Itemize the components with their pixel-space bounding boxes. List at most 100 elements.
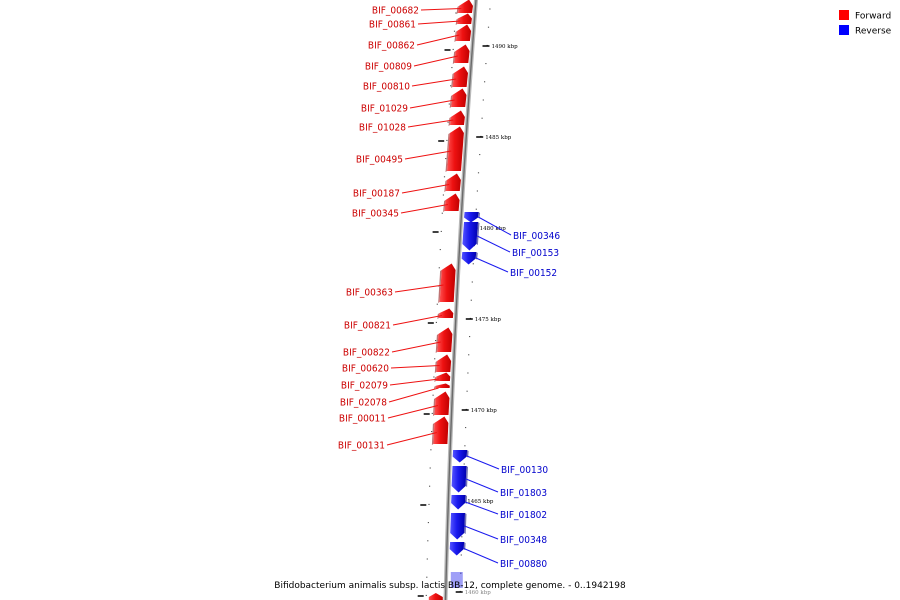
forward-gene-arrow: [435, 383, 450, 388]
forward-gene-leader: [394, 284, 444, 293]
tick-label: 1460 kbp: [465, 590, 492, 596]
forward-gene-leader: [390, 365, 440, 369]
tick-label: 1485 kbp: [485, 135, 512, 141]
forward-gene-label: BIF_00861: [369, 20, 416, 31]
forward-gene-label: BIF_00620: [342, 364, 389, 375]
legend: Forward Reverse: [839, 10, 892, 37]
forward-gene-leader: [400, 204, 449, 214]
forward-gene-label: BIF_00810: [363, 82, 410, 93]
forward-gene-label: BIF_00131: [338, 441, 385, 452]
forward-gene-arrow-shadow: [451, 73, 454, 88]
reverse-gene-arrow-shadow: [465, 466, 468, 487]
forward-gene-arrow: [454, 44, 470, 63]
forward-gene-arrow: [436, 354, 452, 372]
forward-gene-arrow-partial: [428, 593, 443, 600]
reverse-gene-label: BIF_01802: [500, 510, 547, 521]
reverse-gene-label: BIF_00346: [513, 231, 560, 242]
tick-label: 1490 kbp: [492, 44, 519, 50]
forward-gene-label: BIF_02079: [341, 381, 388, 392]
forward-gene-arrow-shadow: [443, 200, 446, 212]
forward-gene-label: BIF_01028: [359, 123, 406, 134]
forward-gene-arrow: [455, 24, 472, 41]
legend-reverse-swatch: [839, 25, 849, 35]
genome-caption: Bifidobacterium animalis subsp. lactis B…: [274, 581, 626, 591]
reverse-gene-leader: [478, 216, 512, 236]
forward-gene-arrow: [452, 66, 468, 87]
forward-gene-leader: [389, 378, 440, 386]
forward-gene-arrow-shadow: [452, 51, 456, 64]
tick-label: 1470 kbp: [471, 408, 498, 414]
reverse-gene-arrow: [450, 513, 465, 540]
reverse-gene-label: BIF_00348: [500, 535, 547, 546]
forward-gene-label: BIF_00363: [346, 288, 393, 299]
forward-gene-arrow-shadow: [434, 361, 438, 373]
tick-label: 1480 kbp: [480, 226, 507, 232]
forward-gene-label: BIF_00187: [353, 189, 400, 200]
forward-gene-leader: [416, 34, 460, 46]
forward-gene-leader: [401, 184, 450, 194]
forward-gene-arrow-shadow: [454, 31, 458, 42]
forward-gene-label: BIF_00495: [356, 155, 403, 166]
reverse-gene-label: BIF_00153: [512, 248, 559, 259]
forward-gene-arrow: [458, 0, 473, 13]
reverse-gene-leader: [465, 478, 499, 493]
forward-gene-arrow: [433, 416, 449, 444]
forward-gene-leader: [411, 78, 457, 87]
forward-gene-label: BIF_00345: [352, 209, 399, 220]
forward-gene-arrow: [435, 372, 451, 381]
reverse-gene-arrow: [451, 495, 466, 510]
forward-gene-leader: [404, 150, 452, 160]
forward-gene-label: BIF_00011: [339, 414, 386, 425]
forward-gene-label: BIF_02078: [340, 398, 387, 409]
forward-gene-leader: [420, 8, 462, 11]
reverse-gene-arrow: [462, 222, 478, 251]
forward-gene-label: BIF_00862: [368, 41, 415, 52]
tick-label: 1465 kbp: [467, 499, 494, 505]
forward-gene-arrow-shadow: [438, 270, 442, 303]
forward-gene-label: BIF_00822: [343, 348, 390, 359]
forward-gene-arrow: [451, 88, 467, 107]
major-ticks: 1490 kbp 1485 kbp 1480 kbp 1475 kbp 1470 kbp…: [417, 44, 519, 597]
reverse-gene-label: BIF_00880: [500, 559, 547, 570]
genome-backbone: [443, 0, 478, 600]
reverse-gene-leader: [464, 525, 499, 540]
forward-gene-leader: [391, 341, 441, 353]
minor-ticks: [425, 8, 491, 596]
reverse-gene-label: BIF_00152: [510, 268, 557, 279]
reverse-gene-arrow-faded: [450, 572, 463, 588]
forward-gene-leader: [417, 20, 461, 25]
forward-gene-arrow-shadow: [445, 133, 450, 172]
legend-forward-label: Forward: [855, 12, 891, 22]
forward-gene-label: BIF_00682: [372, 6, 419, 17]
reverse-gene-arrow: [451, 466, 467, 493]
legend-forward-swatch: [839, 10, 849, 20]
forward-gene-arrow-shadow: [433, 398, 436, 416]
tick-label: 1475 kbp: [475, 317, 502, 323]
forward-gene-label: BIF_00809: [365, 62, 412, 73]
forward-gene-label: BIF_01029: [361, 104, 408, 115]
reverse-gene-leader: [475, 257, 509, 273]
forward-gene-leader: [392, 315, 443, 326]
forward-gene-arrow: [434, 391, 450, 415]
reverse-gene-leader: [465, 501, 499, 515]
forward-gene-arrow: [450, 110, 465, 125]
reverse-gene-leader: [463, 548, 499, 564]
reverse-gene-arrow: [452, 450, 468, 463]
reverse-gene-label: BIF_01803: [500, 488, 547, 499]
forward-gene-arrow-shadow: [434, 385, 436, 389]
forward-gene-arrow-shadow: [448, 117, 451, 126]
forward-gene-leader: [409, 99, 455, 109]
forward-gene-leader: [386, 432, 437, 446]
forward-gene-arrow-shadow: [435, 334, 439, 353]
forward-gene-leader: [413, 55, 458, 67]
forward-gene-leader: [407, 119, 454, 128]
forward-gene-arrow: [444, 193, 460, 211]
forward-gene-arrow: [438, 308, 454, 318]
reverse-gene-leader: [466, 455, 500, 470]
forward-gene-arrow: [445, 173, 461, 191]
forward-gene-arrow-shadow: [431, 423, 435, 445]
forward-gene-leader: [387, 405, 439, 419]
legend-reverse-label: Reverse: [855, 27, 892, 37]
